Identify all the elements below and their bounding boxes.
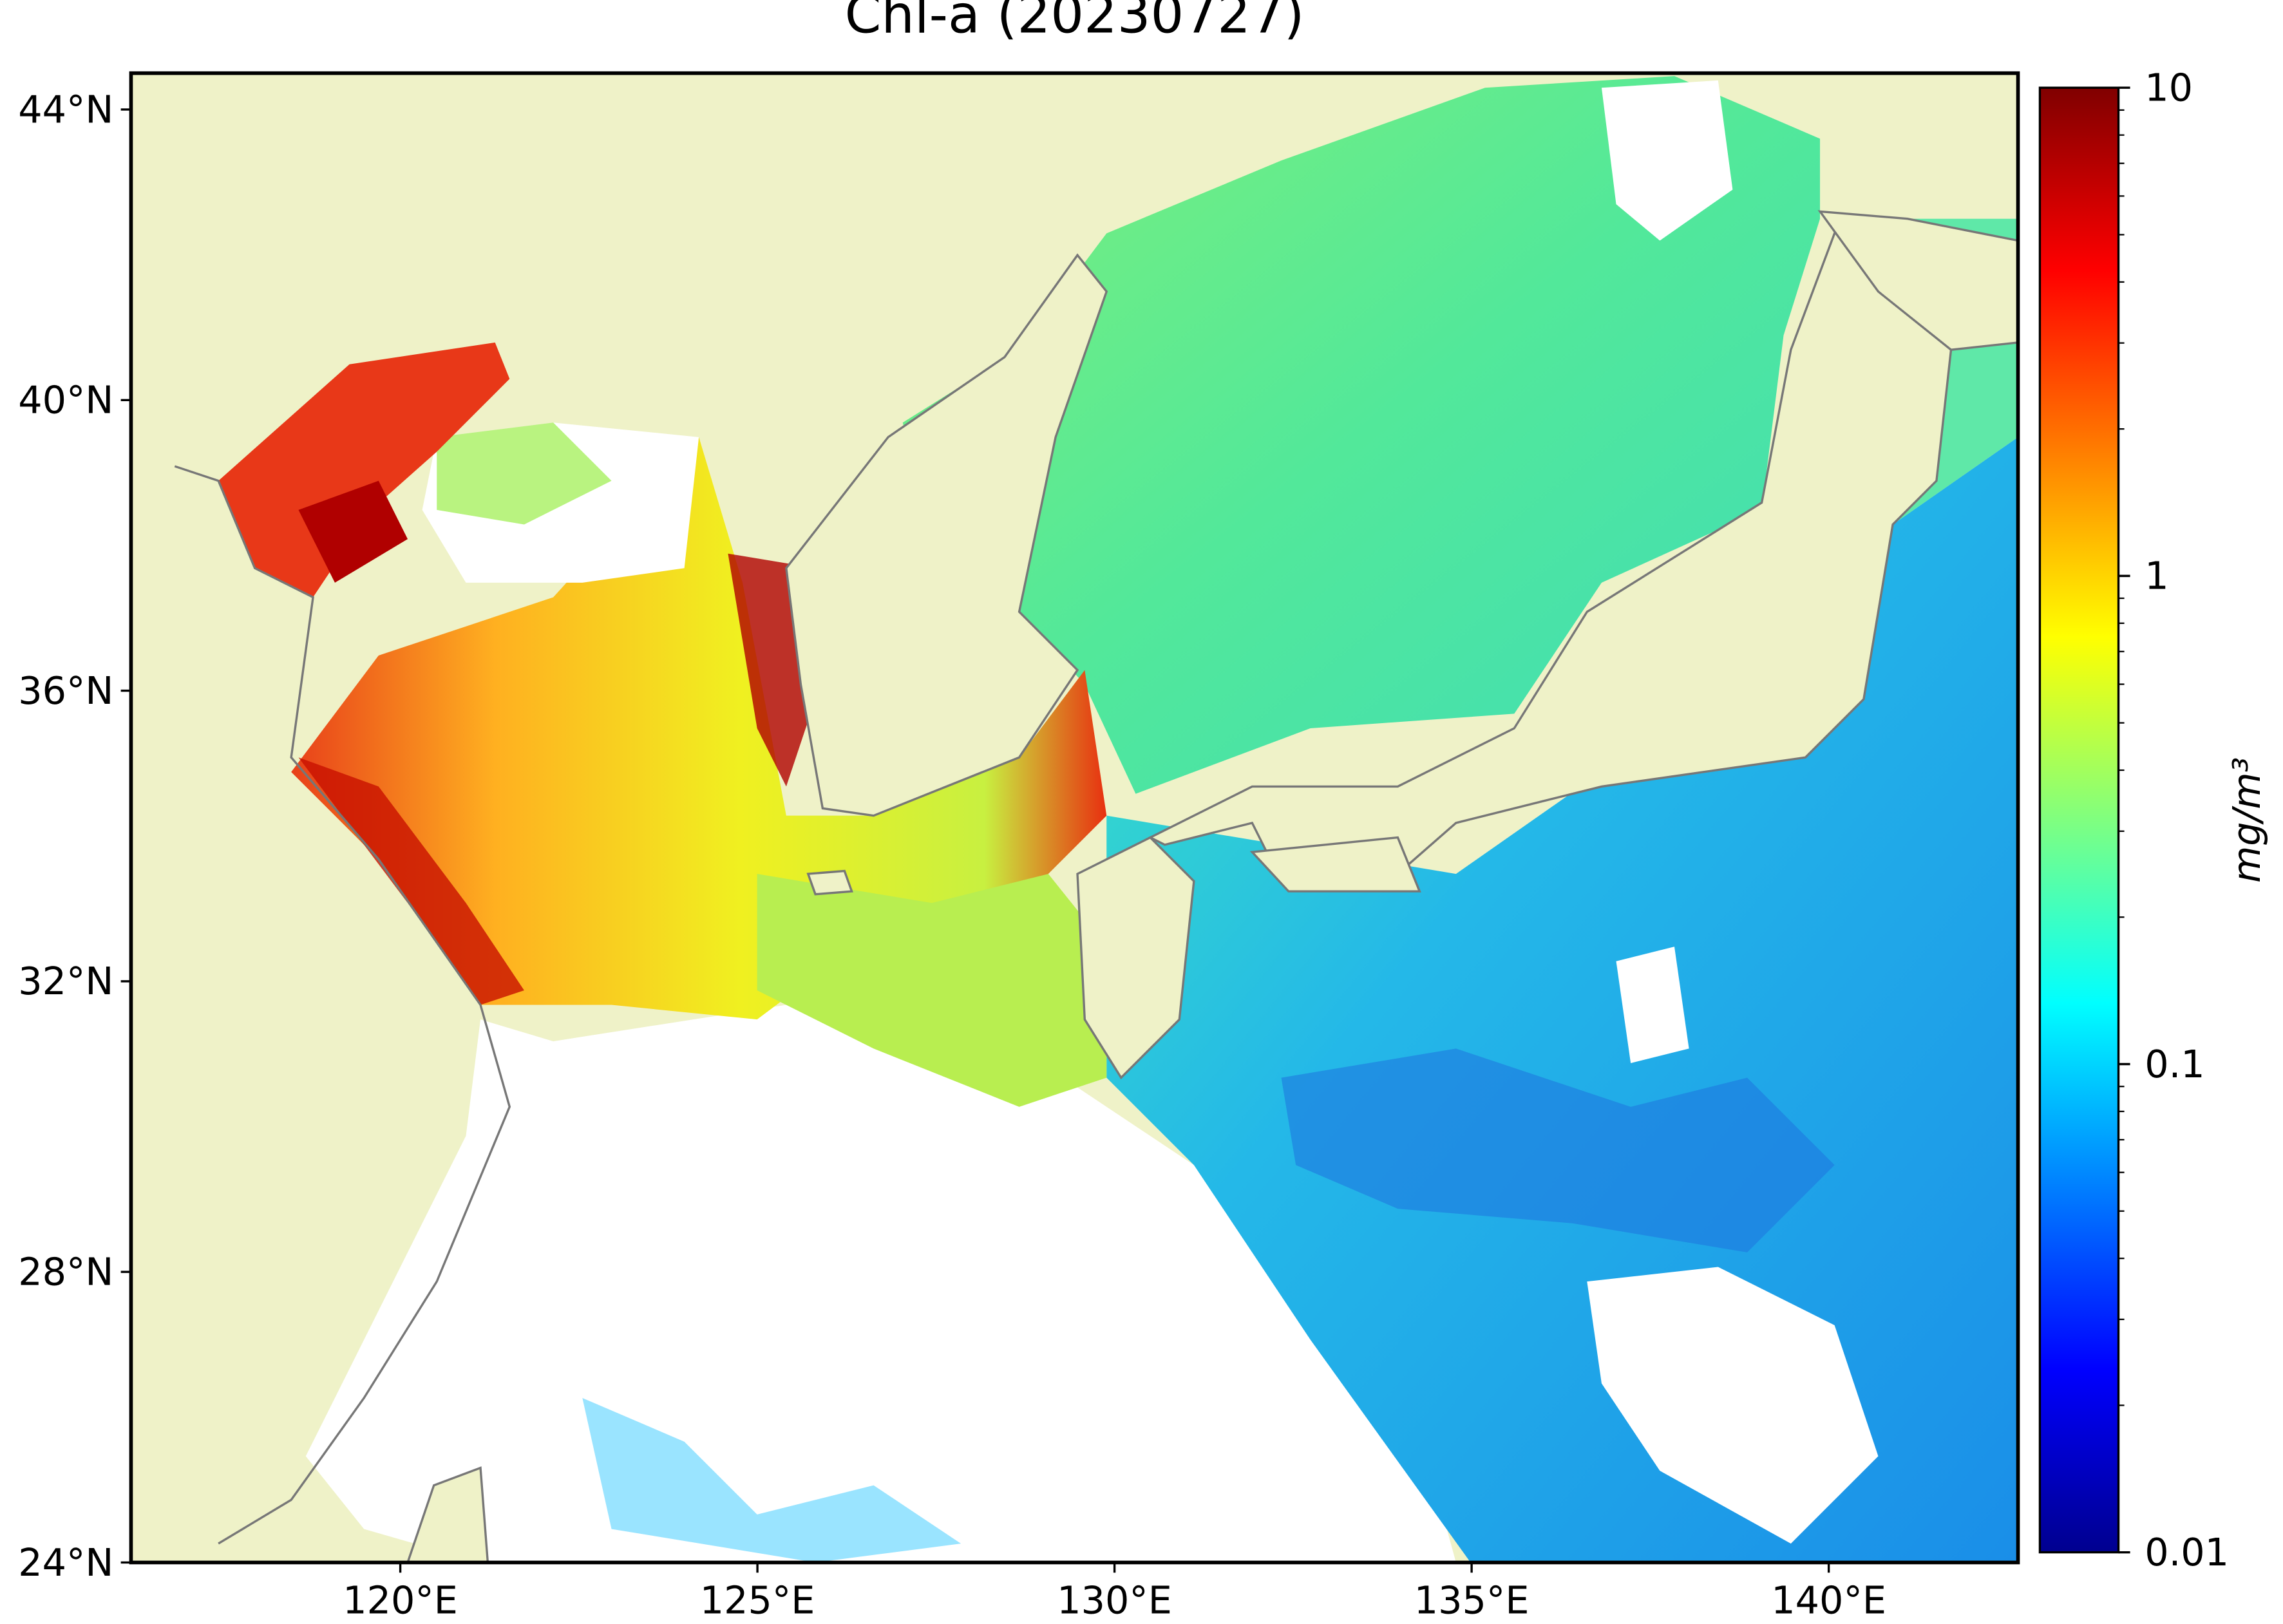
x-tick-label: 130°E [1057, 1578, 1172, 1623]
east-china-sea [757, 874, 1107, 1107]
sea-of-japan [902, 76, 1821, 794]
map-title: Chl-a (20230727) [845, 0, 1305, 45]
taiwan [406, 1466, 489, 1563]
x-tick-label: 140°E [1771, 1578, 1886, 1623]
yellow-sea [291, 437, 1107, 1020]
shikoku [1249, 836, 1421, 892]
y-tick-label: 40°N [18, 378, 113, 422]
kyushu [1076, 836, 1195, 1080]
no-data-area [1616, 947, 1689, 1063]
bohai-sea [218, 342, 510, 598]
southern-patch [582, 1397, 962, 1563]
map-area [131, 73, 2018, 1563]
colorbar-tick-label: 1 [2145, 554, 2168, 598]
colorbar-label: mg/m³ [2224, 757, 2269, 883]
colorbar-tick-label: 0.1 [2145, 1042, 2204, 1086]
x-tick-label: 135°E [1414, 1578, 1530, 1623]
jeju [806, 869, 853, 896]
x-tick-label: 120°E [343, 1578, 458, 1623]
bohai-strait [437, 422, 612, 525]
y-tick-label: 44°N [18, 87, 113, 131]
no-data-area [1587, 1267, 1879, 1544]
colorbar [2040, 88, 2119, 1553]
hokkaido [1817, 210, 2018, 351]
korea [785, 253, 1108, 817]
bohai-high [298, 480, 408, 583]
colorbar-tick-label: 10 [2145, 66, 2193, 110]
no-data-area [1601, 80, 1733, 241]
y-tick-label: 28°N [18, 1250, 113, 1294]
colorbar-tick-label: 0.01 [2145, 1530, 2229, 1574]
y-tick-label: 36°N [18, 668, 113, 713]
coastline [174, 465, 511, 1545]
map-frame [129, 71, 2020, 1565]
y-tick-label: 32°N [18, 959, 113, 1003]
low-chl-eddy [1281, 1048, 1835, 1252]
colorbar-frame [2038, 86, 2120, 1554]
y-tick-label: 24°N [18, 1540, 113, 1585]
pacific [1106, 437, 2018, 1563]
coastal-high [298, 757, 524, 1005]
x-tick-label: 125°E [700, 1578, 815, 1623]
